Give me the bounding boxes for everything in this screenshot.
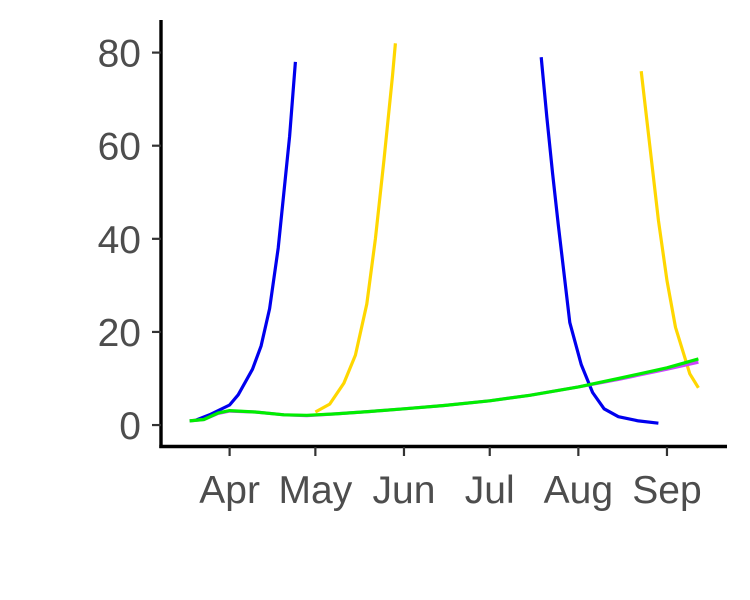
- x-tick-label: Aug: [544, 469, 613, 512]
- series-line-6: [189, 357, 699, 423]
- x-tick-label: Jul: [465, 469, 515, 512]
- x-tick-layer: Apr May Jun Jul Aug Sep: [199, 447, 702, 512]
- y-tick-layer: 0 20 40 60 80: [98, 33, 161, 448]
- y-tick-label: 40: [98, 219, 141, 262]
- y-tick-label: 20: [98, 312, 141, 355]
- axis-layer: [159, 20, 727, 449]
- series-line-3: [539, 57, 659, 425]
- x-tick-label: May: [279, 469, 353, 512]
- y-tick-label: 60: [98, 126, 141, 169]
- series-line-2: [314, 43, 397, 414]
- y-tick-label: 0: [119, 405, 141, 448]
- x-tick-label: Jun: [373, 469, 436, 512]
- series-line-1: [194, 61, 297, 422]
- x-tick-label: Apr: [199, 469, 260, 512]
- y-tick-label: 80: [98, 33, 141, 76]
- series-layer: [189, 43, 700, 425]
- x-tick-label: Sep: [632, 469, 701, 512]
- series-line-4: [639, 71, 700, 389]
